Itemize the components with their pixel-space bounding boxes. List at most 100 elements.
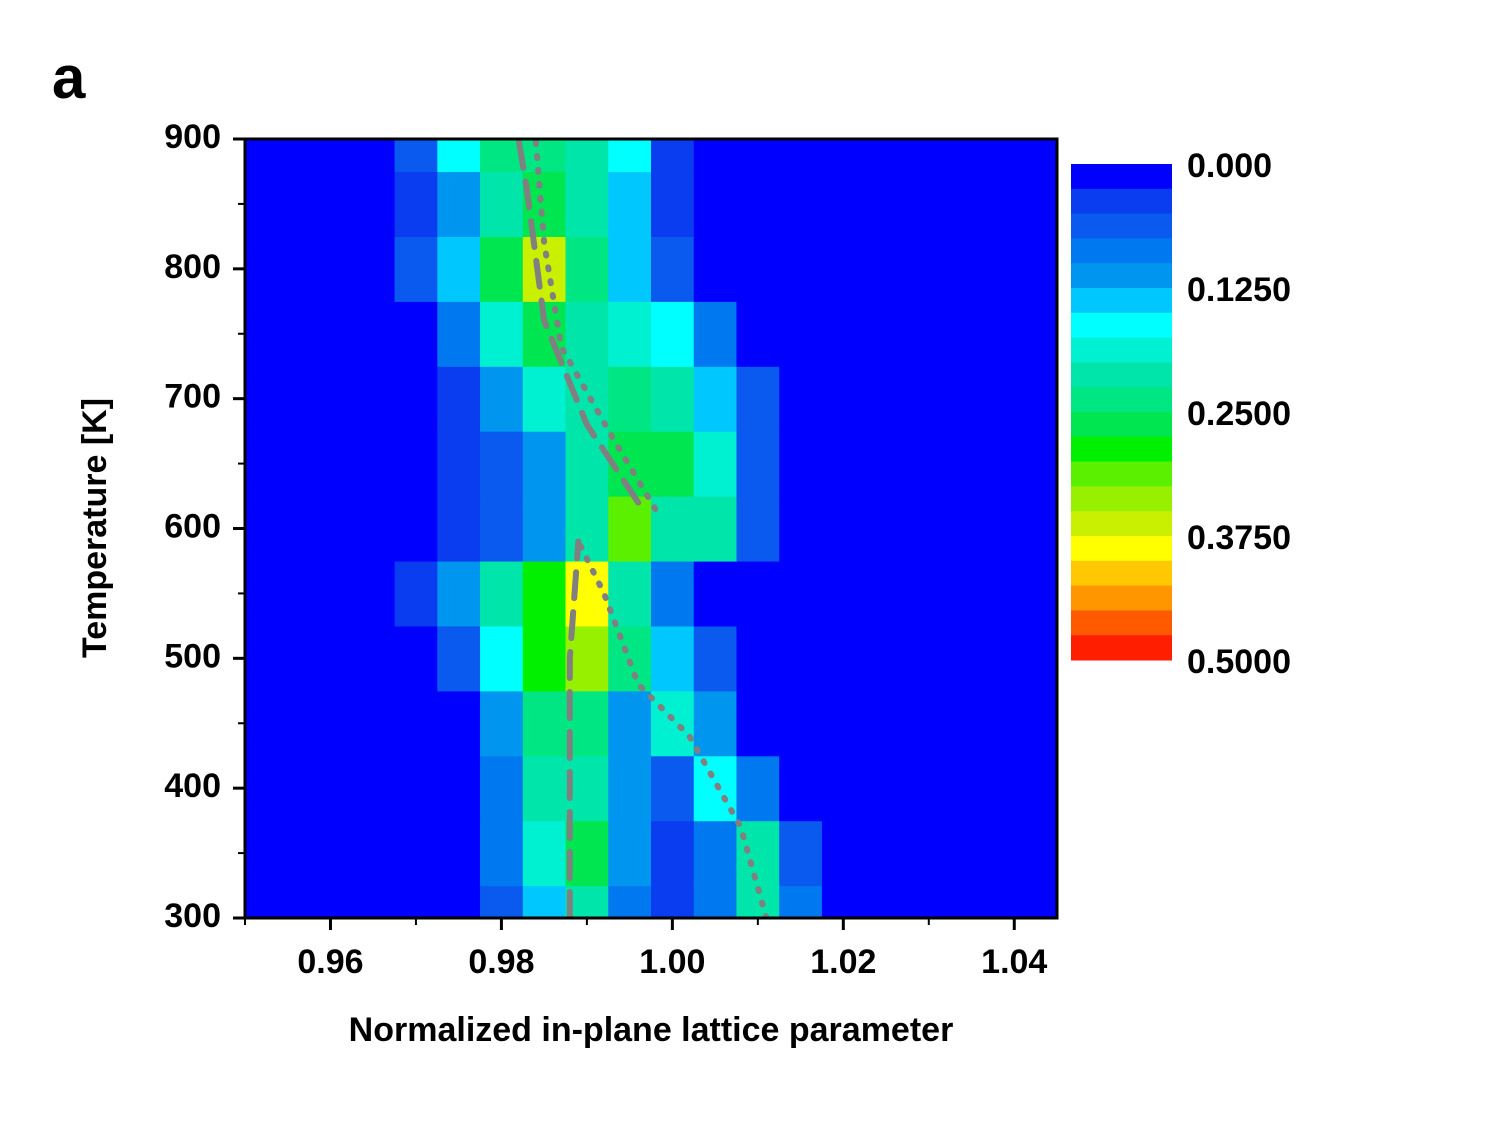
contour-cell <box>992 496 1037 562</box>
contour-cell <box>1035 171 1057 237</box>
contour-cell <box>693 431 738 497</box>
y-tick-label: 300 <box>164 897 221 935</box>
contour-cell <box>608 820 652 887</box>
colorbar-band <box>1071 238 1172 264</box>
contour-cell <box>522 755 567 822</box>
contour-cell <box>480 560 524 627</box>
contour-cell <box>309 560 353 627</box>
contour-cell <box>245 755 267 822</box>
contour-cell <box>309 139 353 173</box>
contour-cell <box>565 139 609 173</box>
contour-cell <box>480 885 524 918</box>
contour-cell <box>907 496 951 562</box>
contour-cell <box>522 366 567 432</box>
contour-cell <box>693 560 738 627</box>
y-tick-label: 400 <box>164 767 221 805</box>
y-axis-label: Temperature [K] <box>76 398 114 658</box>
colorbar-band <box>1071 486 1172 512</box>
contour-cell <box>992 236 1037 302</box>
guide-line <box>575 538 770 918</box>
contour-cell <box>608 560 652 627</box>
contour-cell <box>779 820 823 887</box>
contour-cell <box>950 171 994 237</box>
contour-cell <box>394 236 438 302</box>
contour-cell <box>351 301 396 367</box>
contour-cell <box>693 171 738 237</box>
contour-cell <box>950 366 994 432</box>
contour-cell <box>394 625 438 692</box>
contour-cell <box>245 560 267 627</box>
contour-cell <box>245 885 267 918</box>
contour-cell <box>950 560 994 627</box>
contour-cell <box>736 496 780 562</box>
contour-cell <box>907 820 951 887</box>
contour-cell <box>736 625 780 692</box>
colorbar-band <box>1071 461 1172 487</box>
contour-cell <box>821 236 866 302</box>
contour-cell <box>266 755 310 822</box>
contour-cell <box>394 755 438 822</box>
contour-cell <box>736 431 780 497</box>
contour-cell <box>309 755 353 822</box>
contour-cell <box>651 431 695 497</box>
colorbar-band <box>1071 436 1172 463</box>
contour-cell <box>821 496 866 562</box>
contour-cell <box>693 496 738 562</box>
contour-cell <box>1035 431 1057 497</box>
contour-cell <box>480 820 524 887</box>
colorbar-band <box>1071 288 1172 314</box>
colorbar-tick-label: 0.000 <box>1187 147 1272 185</box>
contour-cell <box>394 301 438 367</box>
contour-cell <box>309 885 353 918</box>
contour-cell <box>693 820 738 887</box>
contour-cell <box>522 820 567 887</box>
contour-cell <box>821 755 866 822</box>
contour-cell <box>992 560 1037 627</box>
contour-cell <box>864 301 909 367</box>
contour-cell <box>351 431 396 497</box>
contour-cell <box>245 301 267 367</box>
contour-cell <box>992 625 1037 692</box>
contour-cell <box>351 236 396 302</box>
contour-cell <box>522 625 567 692</box>
colorbar-band <box>1071 536 1172 562</box>
contour-cell <box>651 625 695 692</box>
contour-cell <box>779 885 823 918</box>
contour-cell <box>950 885 994 918</box>
contour-cell <box>266 431 310 497</box>
contour-cell <box>437 820 481 887</box>
contour-cell <box>779 301 823 367</box>
contour-cell <box>736 690 780 757</box>
contour-cell <box>693 625 738 692</box>
contour-cell <box>608 690 652 757</box>
contour-cell <box>992 171 1037 237</box>
contour-cell <box>480 366 524 432</box>
contour-cell <box>736 139 780 173</box>
contour-cell <box>1035 139 1057 173</box>
contour-cell <box>522 431 567 497</box>
contour-cell <box>480 496 524 562</box>
contour-cell <box>522 236 567 302</box>
contour-cell <box>693 139 738 173</box>
contour-cell <box>437 560 481 627</box>
contour-cell <box>394 431 438 497</box>
contour-cell <box>608 885 652 918</box>
colorbar-band <box>1071 387 1172 413</box>
contour-cell <box>1035 820 1057 887</box>
contour-cell <box>950 139 994 173</box>
contour-cell <box>693 366 738 432</box>
contour-cell <box>1035 560 1057 627</box>
colorbar-band <box>1071 164 1172 190</box>
y-tick-label: 500 <box>164 637 221 675</box>
contour-cell <box>651 560 695 627</box>
contour-cell <box>651 690 695 757</box>
contour-cell <box>565 431 609 497</box>
contour-cell <box>565 236 609 302</box>
contour-cell <box>821 301 866 367</box>
contour-cell <box>608 366 652 432</box>
contour-cell <box>1035 236 1057 302</box>
contour-cell <box>351 171 396 237</box>
contour-cell <box>651 171 695 237</box>
contour-cell <box>522 560 567 627</box>
contour-cell <box>651 139 695 173</box>
